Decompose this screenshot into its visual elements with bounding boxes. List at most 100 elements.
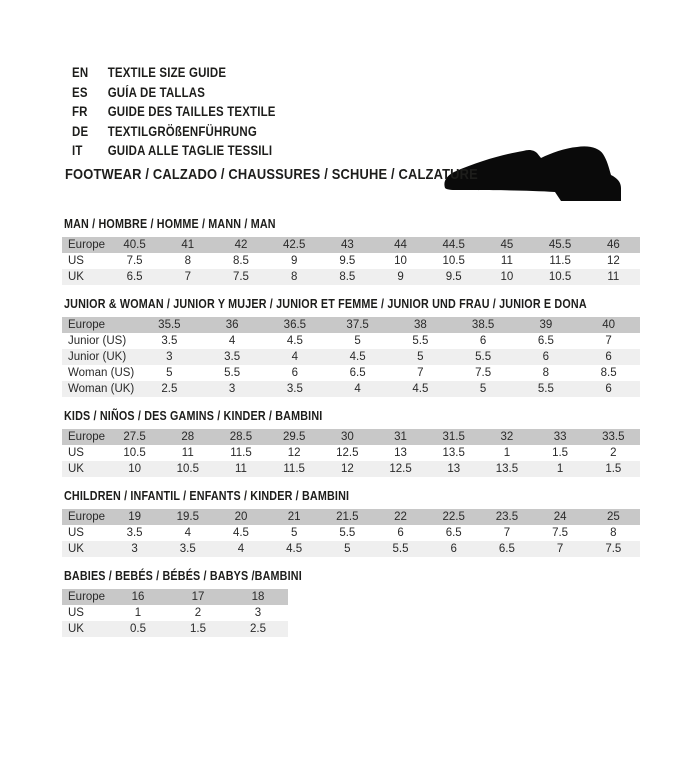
size-cell: 9	[290, 254, 298, 267]
size-cell: 33	[533, 428, 587, 445]
row-label: US	[68, 254, 84, 267]
size-cell: 4	[326, 380, 389, 397]
size-cell: 4	[214, 540, 268, 557]
size-section: KIDS / NIÑOS / DES GAMINS / KINDER / BAM…	[62, 409, 700, 477]
size-cell: 3	[108, 540, 162, 557]
size-cell: 16	[108, 588, 168, 605]
size-cell: 41	[161, 236, 215, 253]
size-cell: 10.5	[442, 254, 465, 267]
language-label: TEXTILE SIZE GUIDE	[107, 65, 227, 80]
size-cell: 13	[427, 460, 481, 477]
size-cell: 12	[287, 446, 301, 459]
size-cell: 1.5	[168, 620, 228, 637]
size-cell: 6.5	[537, 334, 554, 347]
size-cell: 12.5	[373, 460, 428, 477]
row-label: US	[68, 446, 84, 459]
size-section-title: MAN / HOMBRE / HOMME / MANN / MAN	[64, 216, 276, 231]
size-cell: 31	[373, 428, 428, 445]
size-cell: 7	[161, 268, 215, 285]
table-row: Woman (UK) 2.5 3 3.5 4 4.5 5 5.5 6	[62, 380, 640, 397]
size-cell: 6	[514, 348, 578, 365]
dress-shoe-silhouette	[444, 146, 621, 201]
size-cell: 5.5	[373, 540, 428, 557]
size-cell: 8.5	[600, 366, 617, 379]
size-cell: 8	[267, 268, 321, 285]
size-cell: 10.5	[123, 446, 146, 459]
size-section-title: BABIES / BEBÉS / BÉBÉS / BABYS /BAMBINI	[64, 568, 302, 583]
size-cell: 6	[397, 526, 404, 539]
size-cell: 4	[263, 348, 327, 365]
size-cell: 8	[184, 254, 191, 267]
size-cell: 46	[586, 236, 640, 253]
size-cell: 11.5	[230, 446, 252, 459]
size-cell: 3.5	[263, 380, 327, 397]
table-row: Europe 16 17 18	[62, 588, 288, 605]
language-row: FR GUIDE DES TAILLES TEXTILE	[72, 102, 606, 122]
size-cell: 13.5	[442, 446, 465, 459]
size-cell: 3	[200, 380, 264, 397]
row-label: Europe	[62, 508, 108, 525]
row-label: Woman (US)	[68, 366, 135, 379]
size-cell: 0.5	[108, 620, 168, 637]
table-row: UK 3 3.5 4 4.5 5 5.5 6 6.5 7 7.5	[62, 540, 640, 557]
table-row: US 1 2 3	[62, 605, 288, 621]
size-cell: 1	[533, 460, 587, 477]
size-cell: 5	[451, 380, 515, 397]
language-label: GUÍA DE TALLAS	[107, 84, 206, 100]
size-cell: 42.5	[267, 236, 321, 253]
size-cell: 7	[503, 526, 511, 539]
size-cell: 7.5	[126, 254, 143, 267]
table-row: Europe 19 19.5 20 21 21.5 22 22.5 23.5 24 25	[62, 508, 640, 525]
size-cell: 35.5	[138, 316, 201, 333]
size-cell: 4	[228, 334, 236, 347]
row-label: UK	[62, 268, 108, 285]
size-cell: 10	[480, 268, 534, 285]
size-cell: 29.5	[267, 428, 321, 445]
size-cell: 20	[214, 508, 268, 525]
size-cell: 13	[394, 446, 407, 459]
size-cell: 6	[577, 348, 640, 365]
table-row: US 7.5 8 8.5 9 9.5 10 10.5 11 11.5 12	[62, 253, 640, 269]
row-label: US	[68, 606, 84, 619]
table-row: Junior (UK) 3 3.5 4 4.5 5 5.5 6 6	[62, 348, 640, 365]
size-table: Europe 27.5 28 28.5 29.5 30 31 31.5 32 33 33.5 US 10…	[62, 428, 640, 477]
size-cell: 13.5	[480, 460, 534, 477]
language-row: IT GUIDA ALLE TAGLIE TESSILI	[72, 141, 606, 161]
row-label: UK	[62, 460, 108, 477]
size-section-title: KIDS / NIÑOS / DES GAMINS / KINDER / BAM…	[64, 408, 323, 423]
size-cell: 45	[480, 236, 534, 253]
size-cell: 25	[586, 508, 640, 525]
size-cell: 11	[181, 446, 194, 459]
size-cell: 5.5	[412, 334, 429, 347]
size-cell: 27.5	[108, 428, 162, 445]
size-cell: 17	[168, 588, 228, 605]
size-cell: 5	[320, 540, 374, 557]
size-cell: 5	[389, 348, 452, 365]
size-section: MAN / HOMBRE / HOMME / MANN / MAN Europe 4…	[62, 217, 700, 285]
size-cell: 40.5	[108, 236, 162, 253]
size-section: BABIES / BEBÉS / BÉBÉS / BABYS /BAMBINI E…	[62, 569, 700, 637]
row-label: Junior (UK)	[62, 348, 138, 365]
language-code: DE	[72, 123, 89, 139]
size-cell: 5.5	[451, 348, 515, 365]
size-table: Europe 35.5 36 36.5 37.5 38 38.5 39 40 Junior (US…	[62, 316, 640, 397]
size-cell: 3.5	[126, 526, 143, 539]
size-cell: 24	[533, 508, 587, 525]
size-cell: 45.5	[533, 236, 587, 253]
row-label: Europe	[62, 588, 108, 605]
table-row: Europe 40.5 41 42 42.5 43 44 44.5 45 45.5 46	[62, 236, 640, 253]
size-cell: 9.5	[339, 254, 356, 267]
size-cell: 1.5	[586, 460, 640, 477]
size-table: Europe 40.5 41 42 42.5 43 44 44.5 45 45.5 46 US 7.5 8…	[62, 236, 640, 285]
row-label: UK	[62, 620, 108, 637]
size-cell: 33.5	[586, 428, 640, 445]
language-code: ES	[72, 84, 88, 100]
language-label: TEXTILGRÖßENFÜHRUNG	[107, 123, 257, 139]
row-label: US	[68, 526, 84, 539]
size-cell: 5	[290, 526, 298, 539]
size-cell: 3.5	[200, 348, 264, 365]
language-label: GUIDA ALLE TAGLIE TESSILI	[107, 143, 273, 158]
size-section: CHILDREN / INFANTIL / ENFANTS / KINDER /…	[62, 489, 700, 557]
language-row: DE TEXTILGRÖßENFÜHRUNG	[72, 122, 606, 142]
size-cell: 21.5	[320, 508, 374, 525]
